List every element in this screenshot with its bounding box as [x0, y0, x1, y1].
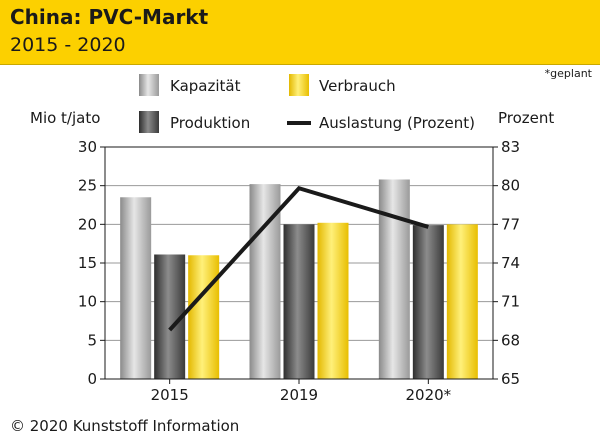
- legend-item-produktion: Produktion: [139, 111, 250, 133]
- line-auslastung: [168, 185, 429, 332]
- bar-kapazitaet: [378, 179, 410, 379]
- y-right-tick-label: 80: [501, 177, 520, 195]
- legend-label-produktion: Produktion: [170, 114, 250, 132]
- x-tick-label: 2020*: [405, 386, 451, 404]
- legend-swatch-kapazitaet: [139, 74, 159, 96]
- copyright-footer: © 2020 Kunststoff Information: [10, 417, 240, 435]
- y-axis-right-label: Prozent: [498, 109, 554, 127]
- y-right-tick-label: 83: [501, 138, 520, 156]
- x-tick-label: 2019: [280, 386, 318, 404]
- y-left-tick-label: 0: [87, 370, 97, 388]
- bar-verbrauch: [446, 224, 478, 379]
- legend-item-verbrauch: Verbrauch: [289, 74, 396, 96]
- y-axis-left-label: Mio t/jato: [30, 109, 100, 127]
- legend-item-kapazitaet: Kapazität: [139, 74, 241, 96]
- header-banner: China: PVC-Markt 2015 - 2020: [0, 0, 600, 65]
- y-left-tick-label: 25: [78, 177, 97, 195]
- bar-kapazitaet: [120, 197, 152, 379]
- y-left-tick-label: 20: [78, 215, 97, 233]
- y-left-tick-label: 5: [87, 331, 97, 349]
- bar-produktion: [412, 225, 444, 379]
- y-right-tick-label: 77: [501, 215, 520, 233]
- y-right-tick-label: 65: [501, 370, 520, 388]
- legend-label-auslastung: Auslastung (Prozent): [319, 114, 475, 132]
- x-tick-label: 2015: [151, 386, 189, 404]
- plot-frame: [104, 146, 494, 380]
- y-right-tick-label: 74: [501, 254, 520, 272]
- y-right-tick-label: 68: [501, 331, 520, 349]
- legend-swatch-verbrauch: [289, 74, 309, 96]
- bar-produktion: [283, 224, 315, 379]
- y-left-tick-label: 15: [78, 254, 97, 272]
- legend-swatch-produktion: [139, 111, 159, 133]
- bar-verbrauch: [188, 255, 220, 379]
- bar-verbrauch: [317, 222, 349, 379]
- y-left-tick-label: 10: [78, 293, 97, 311]
- legend-item-auslastung: Auslastung (Prozent): [287, 114, 475, 132]
- legend-label-verbrauch: Verbrauch: [319, 77, 396, 95]
- y-right-tick-label: 71: [501, 293, 520, 311]
- chart-title: China: PVC-Markt: [10, 5, 209, 29]
- planned-note: *geplant: [544, 67, 592, 80]
- legend-label-kapazitaet: Kapazität: [170, 77, 241, 95]
- chart-subtitle: 2015 - 2020: [10, 34, 126, 56]
- legend: Kapazität Verbrauch Produktion Auslastun…: [139, 74, 475, 133]
- y-left-tick-label: 30: [78, 138, 97, 156]
